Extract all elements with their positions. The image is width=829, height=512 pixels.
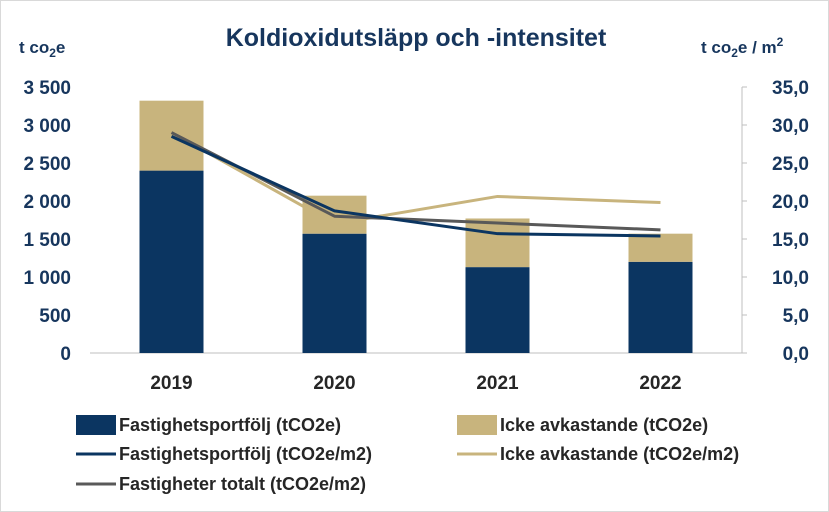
bar-fastighetsportfolj-2022: [628, 261, 693, 353]
category-labels: 2019 2020 2021 2022: [150, 373, 681, 394]
right-axis-unit: t co2e / m2: [701, 35, 784, 60]
right-tick-label-4: 20,0: [772, 192, 809, 213]
left-axis-ticks: 0 500 1 000 1 500 2 000 2 500 3 000 3 500: [23, 78, 71, 365]
legend-swatch-icke-avkastande-bar: [457, 415, 497, 435]
bar-icke-avkastande-2021: [465, 218, 530, 268]
bar-fastighetsportfolj-2019: [139, 170, 204, 353]
left-tick-label-7: 3 500: [23, 78, 71, 99]
category-label-2021: 2021: [476, 373, 519, 394]
category-label-2019: 2019: [150, 373, 192, 394]
legend-swatch-fastighetsportfolj-bar: [76, 415, 116, 435]
left-tick-label-1: 500: [39, 306, 71, 327]
line-fastighetsportfolj: [170, 135, 661, 238]
legend-label-fastighetsportfolj-bar: Fastighetsportfölj (tCO2e): [119, 415, 341, 435]
right-tick-label-3: 15,0: [772, 230, 809, 251]
right-tick-label-2: 10,0: [772, 268, 809, 289]
left-axis-unit: t co2e: [19, 38, 65, 60]
legend: Fastighetsportfölj (tCO2e) Icke avkastan…: [76, 415, 739, 494]
right-tick-label-7: 35,0: [772, 78, 809, 99]
category-label-2020: 2020: [313, 373, 355, 394]
legend-label-icke-avkastande-bar: Icke avkastande (tCO2e): [500, 415, 708, 435]
bar-group: [139, 100, 693, 353]
legend-label-fastigheter-totalt-line: Fastigheter totalt (tCO2e/m2): [119, 474, 366, 494]
line-icke-avkastande: [170, 131, 661, 226]
category-label-2022: 2022: [639, 373, 681, 394]
left-tick-label-2: 1 000: [23, 268, 71, 289]
bar-icke-avkastande-2022: [628, 233, 693, 262]
right-axis-ticks: 0,0 5,0 10,0 15,0 20,0 25,0 30,0 35,0: [742, 78, 809, 365]
line-fastigheter-totalt: [170, 131, 661, 232]
right-tick-label-6: 30,0: [772, 116, 809, 137]
line-group: [170, 131, 661, 238]
right-tick-label-1: 5,0: [783, 306, 809, 327]
left-tick-label-0: 0: [60, 344, 71, 365]
bar-fastighetsportfolj-2020: [302, 233, 367, 353]
bar-fastighetsportfolj-2021: [465, 267, 530, 353]
right-tick-label-0: 0,0: [783, 344, 809, 365]
bar-icke-avkastande-2019: [139, 100, 204, 171]
left-tick-label-5: 2 500: [23, 154, 71, 175]
left-tick-label-4: 2 000: [23, 192, 71, 213]
left-tick-label-3: 1 500: [23, 230, 71, 251]
legend-label-icke-avkastande-line: Icke avkastande (tCO2e/m2): [500, 444, 739, 464]
legend-label-fastighetsportfolj-line: Fastighetsportfölj (tCO2e/m2): [119, 444, 372, 464]
chart-title: Koldioxidutsläpp och -intensitet: [226, 24, 607, 52]
left-tick-label-6: 3 000: [23, 116, 71, 137]
right-tick-label-5: 25,0: [772, 154, 809, 175]
